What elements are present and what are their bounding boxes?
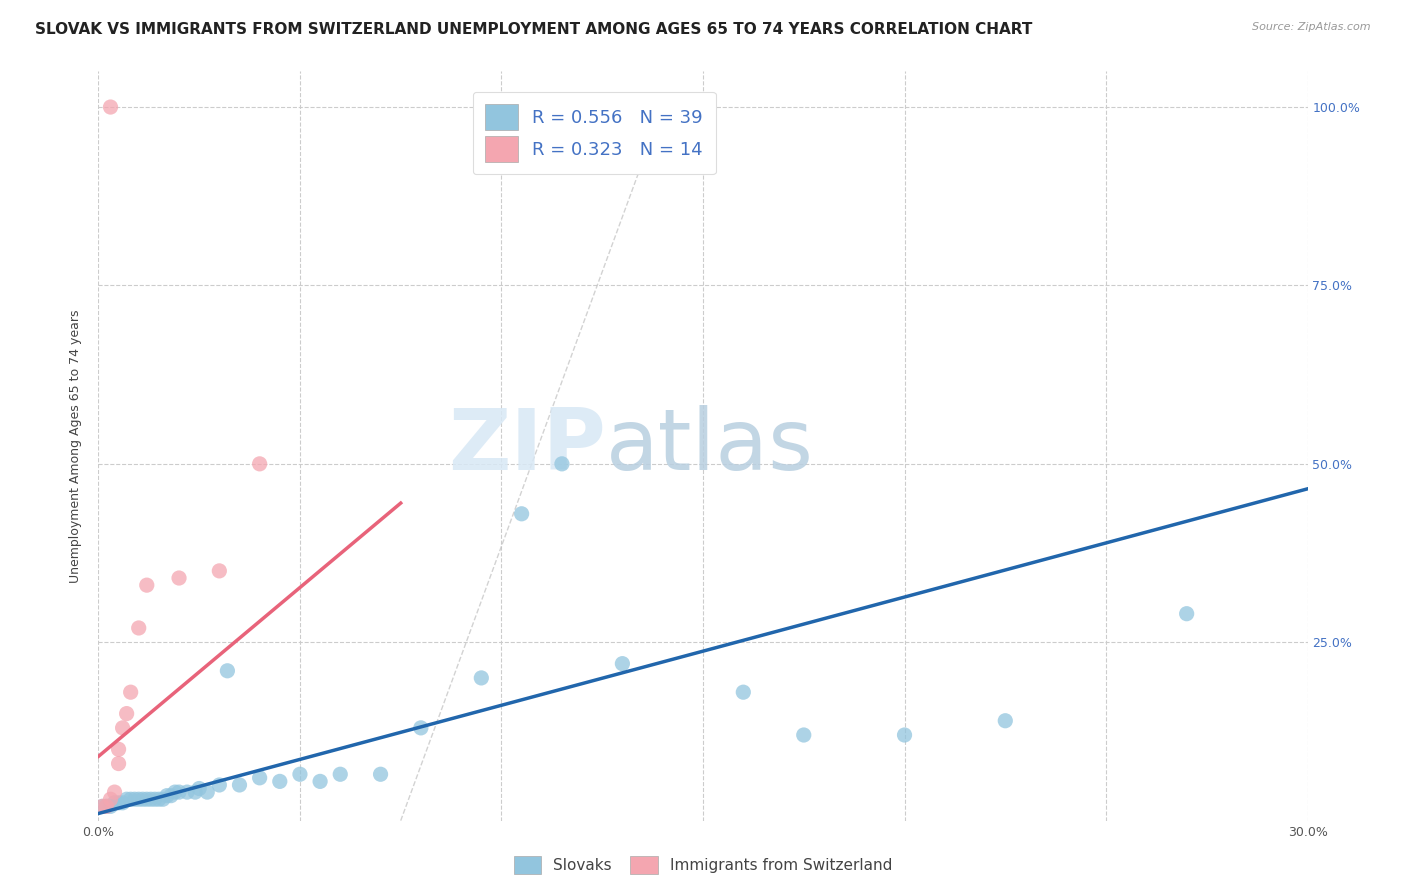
Point bbox=[733, 685, 755, 699]
Point bbox=[160, 789, 183, 803]
Point bbox=[167, 785, 190, 799]
Text: atlas: atlas bbox=[606, 404, 814, 488]
Point bbox=[143, 792, 166, 806]
Text: ZIP: ZIP bbox=[449, 404, 606, 488]
Point bbox=[91, 799, 114, 814]
Point bbox=[551, 457, 574, 471]
Point bbox=[107, 796, 129, 810]
Point bbox=[510, 507, 533, 521]
Point bbox=[128, 792, 150, 806]
Point bbox=[115, 706, 138, 721]
Point bbox=[195, 785, 218, 799]
Y-axis label: Unemployment Among Ages 65 to 74 years: Unemployment Among Ages 65 to 74 years bbox=[69, 310, 83, 582]
Point bbox=[994, 714, 1017, 728]
Point bbox=[208, 564, 231, 578]
Point bbox=[132, 792, 155, 806]
Point bbox=[1175, 607, 1198, 621]
Point bbox=[115, 792, 138, 806]
Point bbox=[139, 792, 162, 806]
Point bbox=[167, 571, 190, 585]
Point bbox=[176, 785, 198, 799]
Point bbox=[107, 742, 129, 756]
Point bbox=[612, 657, 634, 671]
Point bbox=[409, 721, 432, 735]
Point bbox=[120, 792, 142, 806]
Point bbox=[120, 685, 142, 699]
Point bbox=[208, 778, 231, 792]
Point bbox=[135, 578, 157, 592]
Point bbox=[96, 799, 118, 814]
Point bbox=[148, 792, 170, 806]
Point bbox=[96, 799, 118, 814]
Point bbox=[111, 721, 134, 735]
Point bbox=[103, 796, 125, 810]
Point bbox=[124, 792, 146, 806]
Point bbox=[249, 771, 271, 785]
Point bbox=[793, 728, 815, 742]
Point bbox=[100, 100, 122, 114]
Point bbox=[228, 778, 250, 792]
Point bbox=[288, 767, 311, 781]
Point bbox=[217, 664, 239, 678]
Point bbox=[135, 792, 157, 806]
Point bbox=[470, 671, 492, 685]
Point bbox=[91, 799, 114, 814]
Point bbox=[107, 756, 129, 771]
Legend: R = 0.556   N = 39, R = 0.323   N = 14: R = 0.556 N = 39, R = 0.323 N = 14 bbox=[472, 92, 716, 174]
Point bbox=[128, 621, 150, 635]
Point bbox=[370, 767, 392, 781]
Text: Source: ZipAtlas.com: Source: ZipAtlas.com bbox=[1253, 22, 1371, 32]
Text: SLOVAK VS IMMIGRANTS FROM SWITZERLAND UNEMPLOYMENT AMONG AGES 65 TO 74 YEARS COR: SLOVAK VS IMMIGRANTS FROM SWITZERLAND UN… bbox=[35, 22, 1032, 37]
Point bbox=[152, 792, 174, 806]
Point bbox=[103, 785, 125, 799]
Point bbox=[269, 774, 291, 789]
Point bbox=[100, 792, 122, 806]
Point bbox=[100, 799, 122, 814]
Point bbox=[156, 789, 179, 803]
Point bbox=[184, 785, 207, 799]
Point bbox=[309, 774, 332, 789]
Point bbox=[111, 796, 134, 810]
Legend: Slovaks, Immigrants from Switzerland: Slovaks, Immigrants from Switzerland bbox=[508, 850, 898, 880]
Point bbox=[163, 785, 186, 799]
Point bbox=[893, 728, 915, 742]
Point bbox=[249, 457, 271, 471]
Point bbox=[188, 781, 211, 796]
Point bbox=[329, 767, 352, 781]
